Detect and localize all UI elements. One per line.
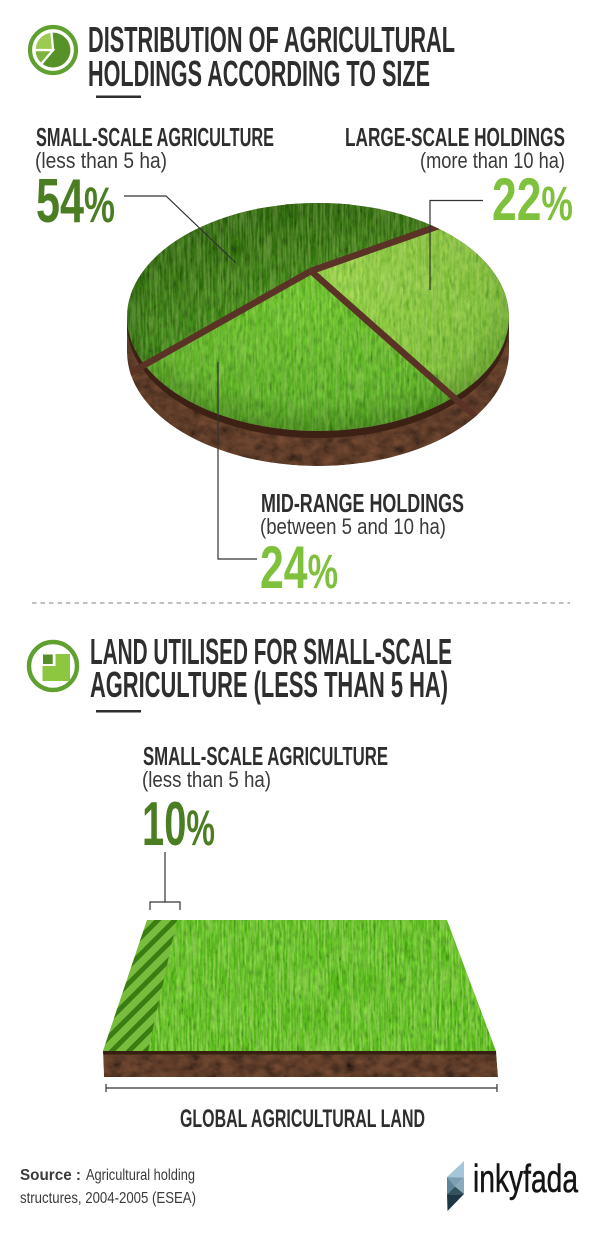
svg-text:(more than 10 ha): (more than 10 ha) [420,148,565,173]
svg-text:LARGE-SCALE HOLDINGS: LARGE-SCALE HOLDINGS [345,122,565,152]
svg-text:LAND UTILISED FOR SMALL-SCALE: LAND UTILISED FOR SMALL-SCALE [90,631,452,672]
svg-text:(between 5 and 10 ha): (between 5 and 10 ha) [260,514,446,539]
svg-text:22%: 22% [492,166,573,233]
svg-text:DISTRIBUTION OF AGRICULTURAL: DISTRIBUTION OF AGRICULTURAL [88,19,455,60]
svg-text:HOLDINGS ACCORDING TO SIZE: HOLDINGS ACCORDING TO SIZE [88,53,430,94]
svg-text:GLOBAL AGRICULTURAL LAND: GLOBAL AGRICULTURAL LAND [180,1105,425,1133]
svg-text:Source :: Source : [20,1167,81,1184]
svg-text:SMALL-SCALE AGRICULTURE: SMALL-SCALE AGRICULTURE [143,741,388,771]
svg-text:24%: 24% [260,534,338,601]
svg-text:54%: 54% [36,167,115,236]
svg-text:MID-RANGE HOLDINGS: MID-RANGE HOLDINGS [261,488,464,518]
svg-text:inkyfada: inkyfada [473,1158,578,1201]
svg-text:(less than 5 ha): (less than 5 ha) [142,767,271,792]
svg-text:10%: 10% [142,790,215,859]
svg-text:Agricultural holding: Agricultural holding [86,1167,195,1184]
svg-text:SMALL-SCALE AGRICULTURE: SMALL-SCALE AGRICULTURE [36,122,274,152]
svg-text:AGRICULTURE (LESS THAN 5 HA): AGRICULTURE (LESS THAN 5 HA) [90,664,448,705]
svg-text:structures, 2004-2005 (ESEA): structures, 2004-2005 (ESEA) [20,1190,196,1207]
svg-text:(less than 5 ha): (less than 5 ha) [35,148,167,173]
